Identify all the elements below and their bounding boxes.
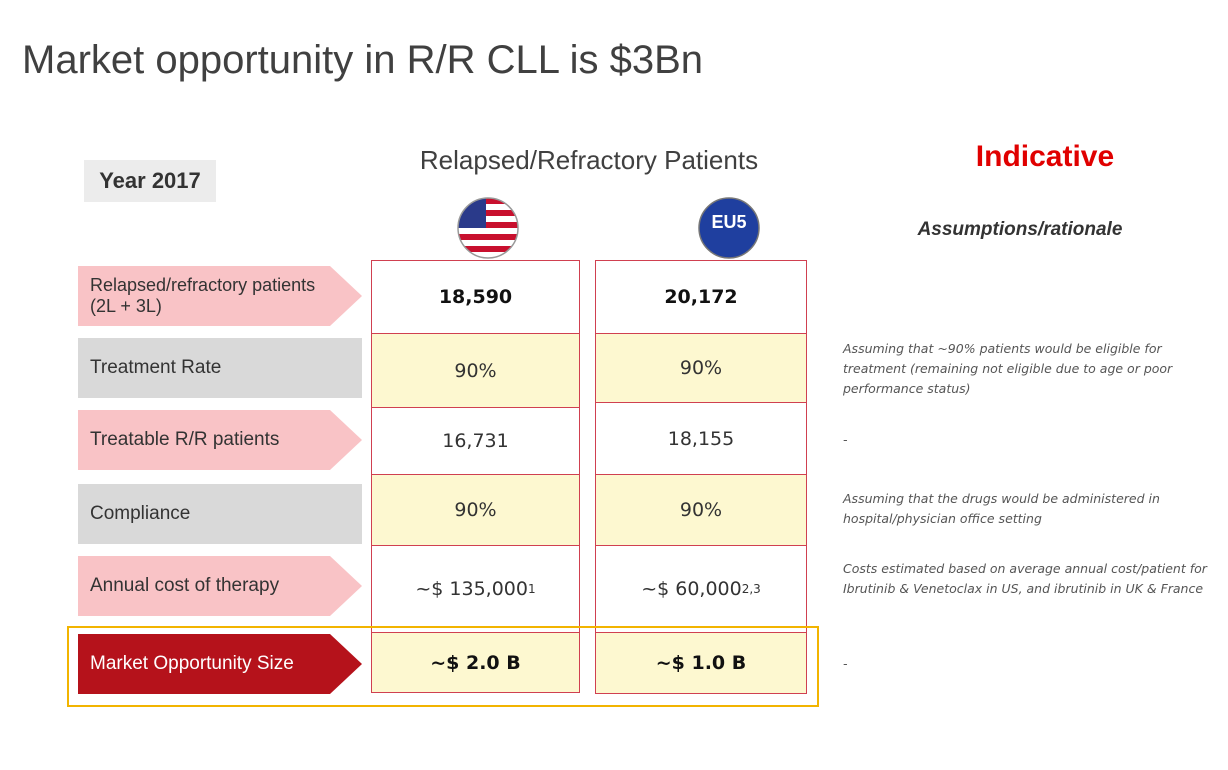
eu-cell: 20,172 <box>595 260 807 334</box>
row-label: Relapsed/refractory patients (2L + 3L) <box>90 275 316 316</box>
us-cell: ~$ 2.0 B <box>371 632 580 693</box>
cell-text: 90% <box>679 499 723 521</box>
cell-text: 90% <box>679 357 723 379</box>
cell-text: 20,172 <box>664 286 738 308</box>
eu-cell: 90% <box>595 333 807 403</box>
cell-text: 16,731 <box>442 430 509 452</box>
label-arrow <box>78 634 362 694</box>
highlight-box <box>67 626 819 707</box>
label-arrow <box>78 266 362 326</box>
row-label: Treatable R/R patients <box>90 429 280 450</box>
assumptions-header: Assumptions/rationale <box>917 219 1123 240</box>
slide-title: Market opportunity in R/R CLL is $3Bn <box>22 38 704 82</box>
cell-text: 90% <box>454 359 497 382</box>
note: Costs estimated based on average annual … <box>843 561 1207 596</box>
us-cell: 18,590 <box>371 260 580 334</box>
row-label: Market Opportunity Size <box>90 653 294 674</box>
cell-text: ~$ 2.0 B <box>430 651 521 674</box>
cell-text: 18,155 <box>667 427 735 450</box>
cell-text: ~$ 60,000 <box>641 578 742 600</box>
cell-text: ~$ 135,000 <box>415 578 528 600</box>
note: Assuming that the drugs would be adminis… <box>843 491 1160 526</box>
eu-cell: 18,155 <box>595 402 807 475</box>
us-cell: ~$ 135,000 1 <box>371 545 580 633</box>
year-label: Year 2017 <box>84 160 216 202</box>
footnote-ref: 2,3 <box>741 582 761 596</box>
us-cell: 90% <box>371 474 580 546</box>
note: - <box>843 432 848 447</box>
row-label: Treatment Rate <box>90 357 222 378</box>
us-cell: 90% <box>371 333 580 408</box>
row-label: Annual cost of therapy <box>90 575 280 596</box>
footnote-ref: 1 <box>527 582 536 596</box>
cell-text: ~$ 1.0 B <box>655 652 747 674</box>
indicative-label: Indicative <box>975 140 1115 173</box>
label-arrow <box>78 556 362 616</box>
label-box <box>78 484 362 544</box>
column-header: Relapsed/Refractory Patients <box>419 145 759 175</box>
eu-badge-text: EU5 <box>711 212 747 232</box>
label-arrow <box>78 410 362 470</box>
label-box <box>78 338 362 398</box>
us-cell: 16,731 <box>371 407 580 475</box>
cell-text: 18,590 <box>438 286 513 308</box>
row-label: Compliance <box>90 503 191 524</box>
us-flag-rim <box>457 197 519 259</box>
eu-cell: 90% <box>595 474 807 546</box>
note: - <box>843 656 848 671</box>
cell-text: 90% <box>454 499 497 521</box>
note: Assuming that ~90% patients would be eli… <box>843 341 1173 396</box>
eu-cell: ~$ 60,000 2,3 <box>595 545 807 633</box>
eu-cell: ~$ 1.0 B <box>595 632 807 694</box>
eu-badge <box>698 197 760 259</box>
